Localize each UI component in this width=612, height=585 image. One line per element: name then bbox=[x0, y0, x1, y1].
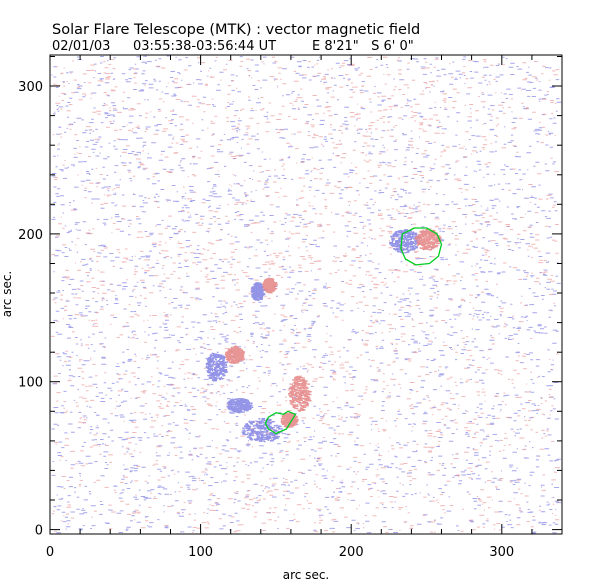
y-tick-label: 0 bbox=[35, 524, 43, 539]
magnetogram-field bbox=[51, 55, 562, 534]
observation-position: E 8'21" S 6' 0" bbox=[312, 39, 414, 54]
plage-positive-165 bbox=[262, 277, 278, 294]
plot-frame bbox=[49, 54, 563, 535]
plage-negative-160 bbox=[250, 282, 266, 301]
spot-positive-90 bbox=[288, 375, 312, 412]
x-axis-label: arc sec. bbox=[283, 568, 329, 582]
x-tick-label: 300 bbox=[489, 545, 514, 560]
contour-south bbox=[264, 410, 297, 435]
x-tick-label: 0 bbox=[46, 545, 54, 560]
spot-negative-110 bbox=[205, 351, 229, 382]
spot-positive-115 bbox=[224, 345, 246, 364]
active-region-north-positive bbox=[414, 228, 442, 251]
noise-positive-polarity bbox=[51, 56, 560, 533]
polarity-regions bbox=[205, 228, 442, 443]
y-axis-label: arc sec. bbox=[0, 271, 14, 317]
y-tick-label: 100 bbox=[18, 376, 43, 391]
trail-negative-85 bbox=[226, 398, 254, 414]
axis-ticks: 0 100 200 300 0 100 200 300 bbox=[18, 55, 563, 560]
chart-title: Solar Flare Telescope (MTK) : vector mag… bbox=[52, 22, 420, 38]
observation-date: 02/01/03 bbox=[52, 39, 110, 54]
y-tick-label: 300 bbox=[18, 80, 43, 95]
observation-time-range: 03:55:38-03:56:44 UT bbox=[133, 39, 276, 54]
spot-negative-70 bbox=[241, 418, 283, 443]
contour-lines bbox=[264, 227, 443, 435]
y-tick-label: 200 bbox=[18, 228, 43, 243]
x-tick-label: 100 bbox=[188, 545, 213, 560]
noise-negative-polarity bbox=[51, 55, 562, 534]
x-tick-label: 200 bbox=[339, 545, 364, 560]
contour-north bbox=[400, 227, 443, 266]
spot-positive-75 bbox=[280, 412, 299, 429]
